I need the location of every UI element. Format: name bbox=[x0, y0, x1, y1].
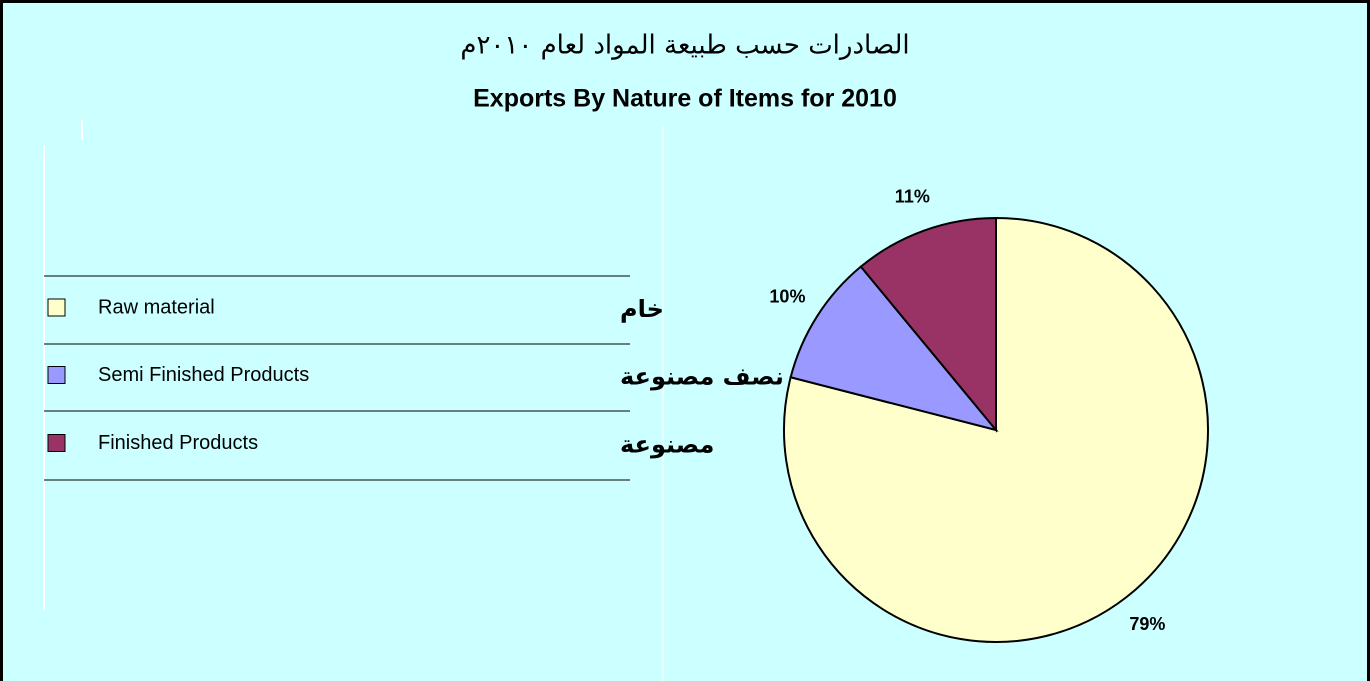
legend-swatch bbox=[47, 434, 66, 452]
legend-label: Finished Products bbox=[98, 432, 258, 454]
legend-swatch bbox=[47, 366, 66, 384]
data-label: 79% bbox=[1129, 614, 1165, 634]
data-label: 11% bbox=[895, 186, 930, 206]
data-label: 10% bbox=[769, 286, 805, 306]
legend-label: Raw material bbox=[98, 296, 215, 318]
legend-label-ar: نصف مصنوعة bbox=[620, 363, 784, 391]
legend-label: Semi Finished Products bbox=[98, 364, 309, 386]
legend-label-ar: خام bbox=[620, 295, 664, 323]
legend-swatch bbox=[47, 298, 66, 317]
pie-slice bbox=[789, 265, 999, 432]
legend-label-ar: مصنوعة bbox=[620, 431, 714, 459]
chart-title: Exports By Nature of Items for 2010 bbox=[473, 85, 897, 113]
pie-slice bbox=[859, 216, 997, 433]
chart-title-ar: الصادرات حسب طبيعة المواد لعام ٢٠١٠م bbox=[460, 31, 909, 61]
